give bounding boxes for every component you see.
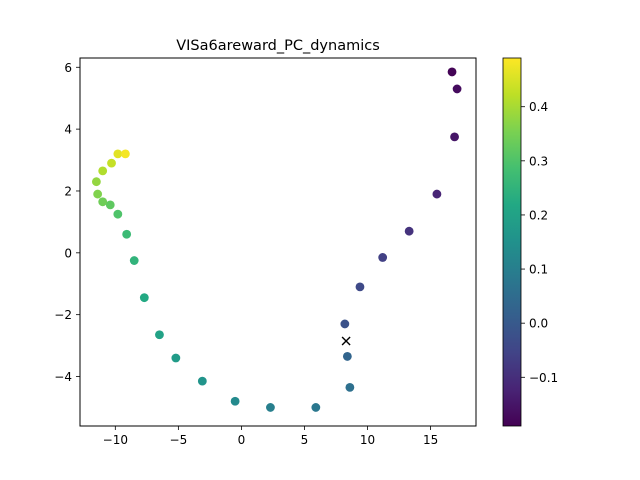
scatter-point <box>450 132 459 142</box>
y-tick-label: 6 <box>64 61 72 75</box>
x-tick-label: 5 <box>301 433 309 447</box>
scatter-point <box>311 403 321 412</box>
scatter-point <box>139 293 149 303</box>
scatter-point <box>122 229 132 239</box>
scatter-point <box>447 67 457 77</box>
axes-frame <box>79 57 477 427</box>
x-tick-label: −10 <box>103 433 128 447</box>
scatter-point <box>230 396 240 406</box>
scatter-point <box>107 158 116 168</box>
scatter-point <box>340 319 350 329</box>
plot-area: −10 −5 0 5 10 15 −4 −2 0 2 4 6 <box>54 57 477 447</box>
scatter-point <box>342 352 352 361</box>
scatter-point <box>98 166 108 176</box>
y-tick-label: 4 <box>64 123 72 137</box>
scatter-point <box>355 282 365 292</box>
x-tick-label: 0 <box>238 433 246 447</box>
scatter-point <box>432 189 442 199</box>
y-tick-label: −2 <box>54 308 72 322</box>
scatter-point <box>266 403 275 412</box>
scatter-point <box>98 197 108 207</box>
x-tick-label: 10 <box>360 433 375 447</box>
scatter-point <box>93 189 103 199</box>
cross-marker-group <box>341 336 351 346</box>
scatter-point <box>452 84 462 94</box>
y-axis: −4 −2 0 2 4 6 <box>54 61 80 384</box>
scatter-point <box>171 353 181 363</box>
scatter-point <box>404 226 414 236</box>
colorbar-tick-label: −0.1 <box>529 371 558 385</box>
colorbar-tick-label: 0.0 <box>529 317 548 331</box>
scatter-point <box>378 253 388 262</box>
colorbar-tick-label: 0.1 <box>529 263 548 277</box>
x-tick-label: 15 <box>423 433 438 447</box>
scatter-point <box>91 177 101 187</box>
y-tick-label: 2 <box>64 184 72 198</box>
colorbar-tick-label: 0.3 <box>529 154 548 168</box>
y-tick-label: 0 <box>64 246 72 260</box>
scatter-points <box>91 67 462 412</box>
colorbar-gradient <box>502 57 522 427</box>
scatter-point <box>121 149 130 159</box>
scatter-point <box>113 149 123 159</box>
x-axis: −10 −5 0 5 10 15 <box>103 426 438 447</box>
scatter-point <box>113 209 123 219</box>
colorbar-tick-label: 0.4 <box>529 100 548 114</box>
scatter-point <box>345 382 355 392</box>
scatter-point <box>105 200 115 210</box>
colorbar-axis: −0.1 0.0 0.1 0.2 0.3 0.4 <box>521 100 558 385</box>
cross-marker-stroke <box>341 336 351 346</box>
colorbar-tick-label: 0.2 <box>529 208 548 222</box>
scatter-point <box>129 256 139 265</box>
colorbar: −0.1 0.0 0.1 0.2 0.3 0.4 <box>502 57 558 427</box>
scatter-point <box>197 376 207 386</box>
y-tick-label: −4 <box>54 370 72 384</box>
chart-title: VISa6areward_PC_dynamics <box>176 38 380 54</box>
scatter-point <box>155 330 164 340</box>
x-tick-label: −5 <box>170 433 188 447</box>
